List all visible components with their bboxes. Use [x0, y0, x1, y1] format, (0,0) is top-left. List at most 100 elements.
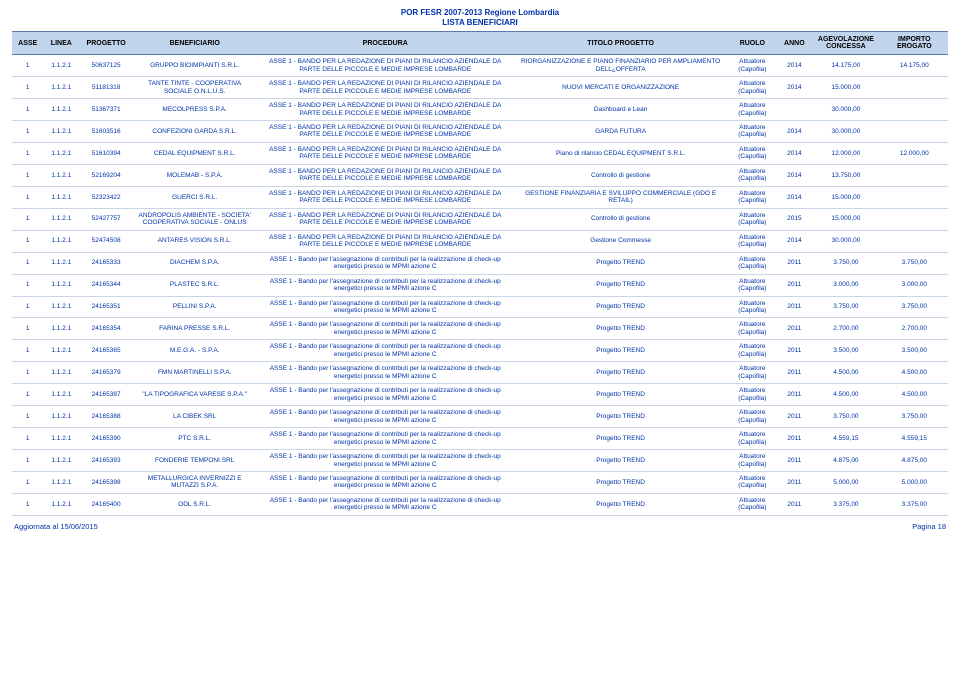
- cell-asse: 1: [12, 274, 43, 296]
- title-line-1: POR FESR 2007-2013 Regione Lombardia: [12, 8, 948, 18]
- cell-importo: [881, 186, 948, 208]
- cell-titolo: Progetto TREND: [514, 450, 727, 472]
- cell-titolo: Controllo di gestione: [514, 208, 727, 230]
- cell-progetto: 24165398: [79, 472, 133, 494]
- cell-agevolazione: 13.750,00: [811, 164, 880, 186]
- table-row: 11.1.2.151603516CONFEZIONI GARDA S.R.L.A…: [12, 121, 948, 143]
- cell-beneficiario: GUERCI S.R.L.: [133, 186, 256, 208]
- cell-agevolazione: 30.000,00: [811, 121, 880, 143]
- cell-procedura: ASSE 1 - BANDO PER LA REDAZIONE DI PIANI…: [256, 230, 514, 252]
- cell-importo: 5.000,00: [881, 472, 948, 494]
- cell-beneficiario: ANTARES VISION S.R.L.: [133, 230, 256, 252]
- th-asse: ASSE: [12, 32, 43, 55]
- cell-progetto: 52427757: [79, 208, 133, 230]
- cell-asse: 1: [12, 252, 43, 274]
- cell-beneficiario: TANTE TINTE - COOPERATIVA SOCIALE O.N.L.…: [133, 77, 256, 99]
- cell-ruolo: Attuatore (Capofila): [727, 406, 777, 428]
- cell-titolo: Progetto TREND: [514, 493, 727, 515]
- cell-ruolo: Attuatore (Capofila): [727, 493, 777, 515]
- cell-titolo: GESTIONE FINANZIARIA E SVILUPPO COMMERCI…: [514, 186, 727, 208]
- cell-agevolazione: 15.000,00: [811, 208, 880, 230]
- cell-agevolazione: 3.750,00: [811, 406, 880, 428]
- cell-asse: 1: [12, 472, 43, 494]
- cell-anno: [778, 99, 812, 121]
- cell-ruolo: Attuatore (Capofila): [727, 186, 777, 208]
- table-row: 11.1.2.151367371MECOLPRESS S.P.A.ASSE 1 …: [12, 99, 948, 121]
- cell-procedura: ASSE 1 - Bando per l'assegnazione di con…: [256, 428, 514, 450]
- cell-anno: 2011: [778, 493, 812, 515]
- cell-agevolazione: 4.500,00: [811, 362, 880, 384]
- cell-linea: 1.1.2.1: [43, 208, 79, 230]
- table-row: 11.1.2.124165393FONDERIE TEMPONI SRLASSE…: [12, 450, 948, 472]
- cell-importo: 4.559,15: [881, 428, 948, 450]
- cell-agevolazione: 4.559,15: [811, 428, 880, 450]
- cell-procedura: ASSE 1 - BANDO PER LA REDAZIONE DI PIANI…: [256, 121, 514, 143]
- cell-titolo: Progetto TREND: [514, 318, 727, 340]
- table-row: 11.1.2.124165387"LA TIPOGRAFICA VARESE S…: [12, 384, 948, 406]
- cell-agevolazione: 3.750,00: [811, 296, 880, 318]
- cell-anno: 2014: [778, 186, 812, 208]
- cell-titolo: Gestione Commesse: [514, 230, 727, 252]
- footer-page: Pagina 18: [912, 522, 946, 531]
- table-row: 11.1.2.124165344PLASTEC S.R.L.ASSE 1 - B…: [12, 274, 948, 296]
- cell-titolo: Progetto TREND: [514, 428, 727, 450]
- cell-importo: 3.750,00: [881, 296, 948, 318]
- cell-agevolazione: 15.000,00: [811, 77, 880, 99]
- cell-ruolo: Attuatore (Capofila): [727, 296, 777, 318]
- cell-beneficiario: M.E.G.A. - S.P.A.: [133, 340, 256, 362]
- cell-ruolo: Attuatore (Capofila): [727, 340, 777, 362]
- cell-progetto: 52474508: [79, 230, 133, 252]
- cell-linea: 1.1.2.1: [43, 450, 79, 472]
- cell-linea: 1.1.2.1: [43, 77, 79, 99]
- cell-agevolazione: 14.175,00: [811, 55, 880, 77]
- cell-importo: [881, 121, 948, 143]
- cell-progetto: 51603516: [79, 121, 133, 143]
- cell-titolo: Dashboard e Lean: [514, 99, 727, 121]
- cell-agevolazione: 3.375,00: [811, 493, 880, 515]
- cell-ruolo: Attuatore (Capofila): [727, 362, 777, 384]
- cell-ruolo: Attuatore (Capofila): [727, 384, 777, 406]
- cell-linea: 1.1.2.1: [43, 274, 79, 296]
- table-row: 11.1.2.124165333DIACHEM S.P.A.ASSE 1 - B…: [12, 252, 948, 274]
- cell-procedura: ASSE 1 - BANDO PER LA REDAZIONE DI PIANI…: [256, 186, 514, 208]
- cell-importo: 3.750,00: [881, 252, 948, 274]
- cell-ruolo: Attuatore (Capofila): [727, 208, 777, 230]
- cell-progetto: 24165354: [79, 318, 133, 340]
- cell-titolo: NUOVI MERCATI E ORGANIZZAZIONE: [514, 77, 727, 99]
- cell-agevolazione: 4.500,00: [811, 384, 880, 406]
- cell-beneficiario: ODL S.R.L.: [133, 493, 256, 515]
- cell-importo: [881, 99, 948, 121]
- cell-titolo: Progetto TREND: [514, 252, 727, 274]
- cell-beneficiario: PELLINI S.P.A.: [133, 296, 256, 318]
- cell-titolo: Piano di rilancio CEDAL EQUIPMENT S.R.L.: [514, 142, 727, 164]
- cell-progetto: 51610394: [79, 142, 133, 164]
- th-linea: LINEA: [43, 32, 79, 55]
- cell-asse: 1: [12, 121, 43, 143]
- page-footer: Aggiornata al 15/06/2015 Pagina 18: [12, 522, 948, 531]
- cell-importo: [881, 77, 948, 99]
- cell-linea: 1.1.2.1: [43, 99, 79, 121]
- cell-beneficiario: "LA TIPOGRAFICA VARESE S.P.A.": [133, 384, 256, 406]
- cell-anno: 2011: [778, 362, 812, 384]
- table-row: 11.1.2.124165379FMN MARTINELLI S.P.A.ASS…: [12, 362, 948, 384]
- cell-asse: 1: [12, 340, 43, 362]
- cell-titolo: Controllo di gestione: [514, 164, 727, 186]
- cell-ruolo: Attuatore (Capofila): [727, 142, 777, 164]
- cell-ruolo: Attuatore (Capofila): [727, 318, 777, 340]
- cell-titolo: Progetto TREND: [514, 296, 727, 318]
- cell-importo: [881, 208, 948, 230]
- cell-titolo: RIORGANIZZAZIONE E PIANO FINANZIARIO PER…: [514, 55, 727, 77]
- cell-asse: 1: [12, 55, 43, 77]
- cell-beneficiario: FMN MARTINELLI S.P.A.: [133, 362, 256, 384]
- table-row: 11.1.2.124165400ODL S.R.L.ASSE 1 - Bando…: [12, 493, 948, 515]
- cell-asse: 1: [12, 493, 43, 515]
- cell-importo: [881, 230, 948, 252]
- cell-progetto: 24165351: [79, 296, 133, 318]
- cell-agevolazione: 30.000,00: [811, 99, 880, 121]
- cell-procedura: ASSE 1 - Bando per l'assegnazione di con…: [256, 340, 514, 362]
- cell-beneficiario: FONDERIE TEMPONI SRL: [133, 450, 256, 472]
- th-beneficiario: BENEFICIARIO: [133, 32, 256, 55]
- cell-importo: 4.875,00: [881, 450, 948, 472]
- cell-beneficiario: LA CIBEK SRL: [133, 406, 256, 428]
- cell-linea: 1.1.2.1: [43, 340, 79, 362]
